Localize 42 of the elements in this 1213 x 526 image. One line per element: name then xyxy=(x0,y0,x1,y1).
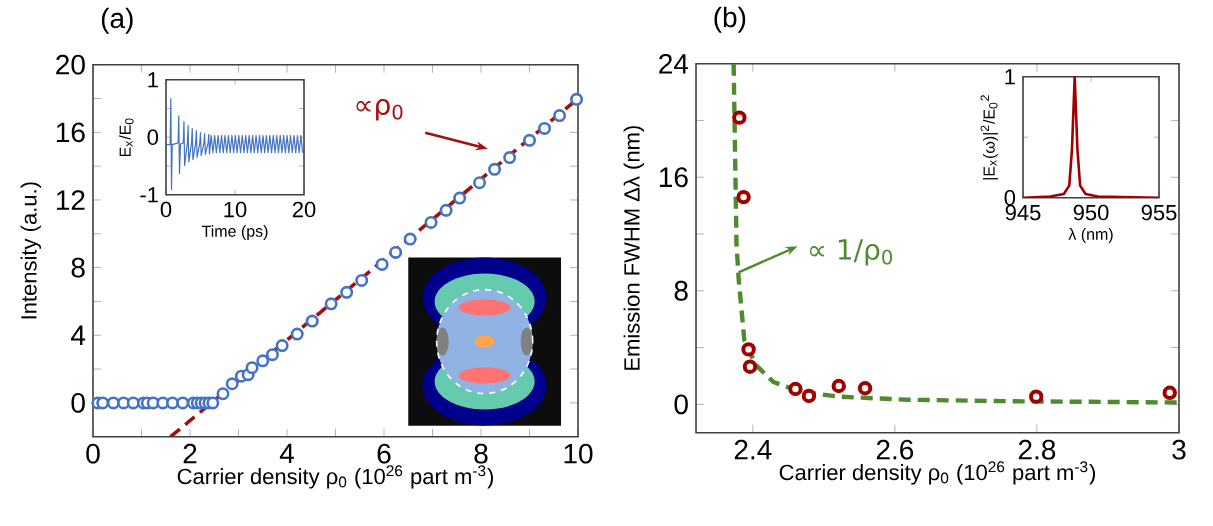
y-tick-label: 0 xyxy=(71,393,85,413)
y-tick-label: 20 xyxy=(56,54,85,75)
y-axis-title: E$_{x}$/E$_{0}$ xyxy=(119,118,134,157)
x-tick-label: 10 xyxy=(564,443,593,464)
y-tick-label: 16 xyxy=(659,167,688,188)
x-axis-title: Time (ps) xyxy=(201,225,268,241)
y-tick-label: 1 xyxy=(148,72,158,88)
x-tick-label: 950 xyxy=(1073,204,1109,221)
y-tick-label: 12 xyxy=(56,190,85,210)
x-tick-label: 3 xyxy=(1172,439,1186,460)
x-tick-label: 945 xyxy=(1005,204,1041,221)
x-tick-label: 10 xyxy=(224,201,247,218)
x-tick-label: 8 xyxy=(474,443,488,464)
x-tick-label: 0 xyxy=(160,201,172,218)
x-tick-label: 0 xyxy=(86,443,100,464)
x-tick-label: 2 xyxy=(183,443,197,464)
x-tick-label: 2.6 xyxy=(876,439,914,460)
x-tick-label: 6 xyxy=(377,443,391,464)
y-tick-label: 24 xyxy=(659,54,689,74)
x-tick-label: 4 xyxy=(279,443,294,464)
x-axis-title: Carrier density ρ$_{0}$ (10$^{26}$ part m$^{-3}$) xyxy=(177,465,494,489)
chart-title: (a) xyxy=(101,7,133,34)
x-axis-title: Carrier density ρ$_{0}$ (10$^{26}$ part m$^{-3}$) xyxy=(779,461,1096,485)
y-axis-title: Intensity (a.u.) xyxy=(20,182,42,319)
y-tick-label: -1 xyxy=(140,187,158,203)
y-axis-title: |E$_{x}$(ω)|$^{2}$/E$_{0}$2 xyxy=(980,95,998,180)
y-tick-label: 4 xyxy=(71,325,86,346)
y-tick-label: 16 xyxy=(56,122,85,143)
annotation: ∝ 1/ρ$_{0}$ xyxy=(809,239,893,266)
y-tick-label: 8 xyxy=(71,257,85,278)
chart-title: (b) xyxy=(714,6,746,33)
x-tick-label: 2.8 xyxy=(1018,439,1056,460)
y-tick-label: 0 xyxy=(147,129,159,146)
x-axis-title: λ (nm) xyxy=(1068,228,1113,244)
y-tick-label: 8 xyxy=(674,280,688,301)
x-tick-label: 2.4 xyxy=(734,439,772,460)
x-tick-label: 955 xyxy=(1141,204,1177,221)
y-tick-label: 1 xyxy=(1005,69,1015,85)
x-tick-label: 20 xyxy=(292,201,316,218)
annotation: ∝ρ$_{0}$ xyxy=(356,99,403,121)
y-axis-title: Emission FWHM Δλ (nm) xyxy=(623,126,645,370)
y-tick-label: 0 xyxy=(674,394,688,415)
